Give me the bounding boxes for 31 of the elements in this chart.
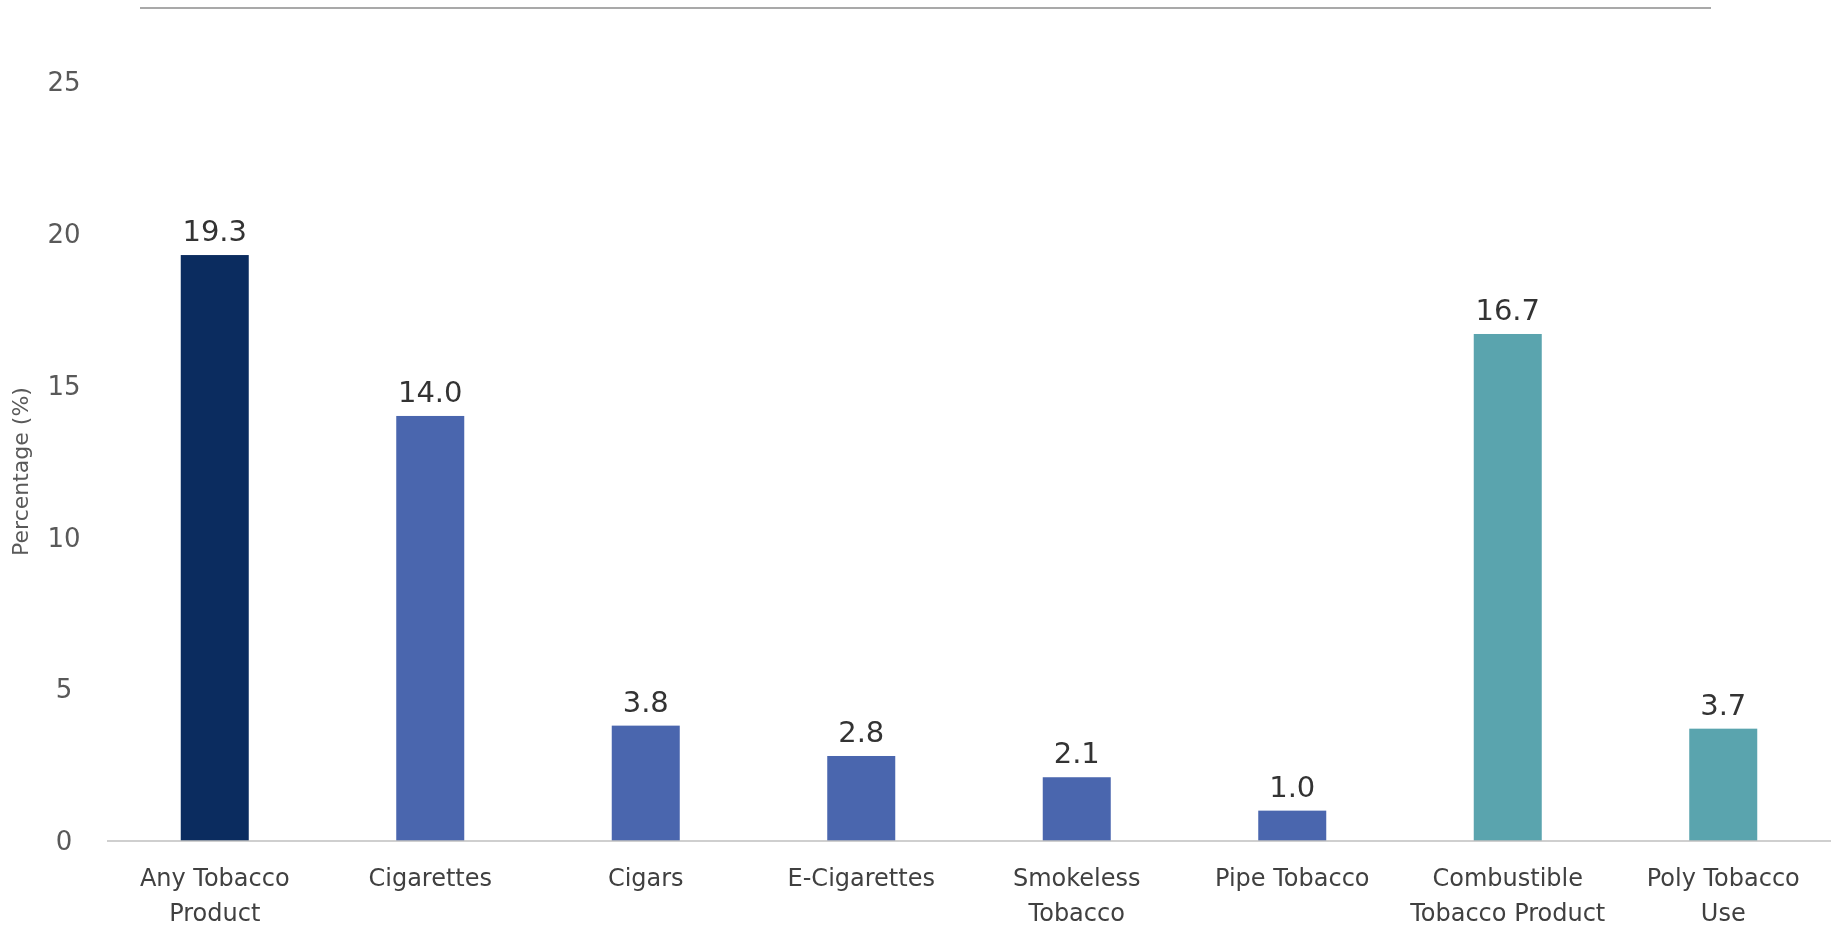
x-tick-label: Smokeless Tobacco xyxy=(1012,864,1141,927)
bar xyxy=(1473,333,1542,841)
data-label: 19.3 xyxy=(182,214,248,249)
x-tick-label: Pipe Tobacco xyxy=(1214,864,1370,892)
bar xyxy=(396,415,465,841)
x-tick-label: Cigarettes xyxy=(368,864,493,892)
bar xyxy=(1258,810,1327,841)
x-tick-label: Poly Tobacco Use xyxy=(1646,864,1800,927)
x-tick-label: Cigars xyxy=(607,864,684,892)
data-label: 2.8 xyxy=(838,714,885,749)
y-tick-label: 25 xyxy=(47,67,81,98)
bar xyxy=(180,255,249,841)
x-tick-label: E-Cigarettes xyxy=(787,864,935,892)
data-label: 3.7 xyxy=(1700,687,1747,722)
data-label: 3.8 xyxy=(622,684,669,719)
y-tick-label: 15 xyxy=(47,370,81,401)
y-tick-label: 10 xyxy=(47,522,81,553)
data-label: 2.1 xyxy=(1053,736,1100,771)
x-tick-label: Any Tobacco Product xyxy=(139,864,290,927)
bar xyxy=(611,725,680,841)
bar xyxy=(1689,728,1758,841)
y-tick-label: 20 xyxy=(47,218,81,249)
y-tick-label: 5 xyxy=(55,674,73,705)
data-label: 16.7 xyxy=(1475,292,1541,327)
y-axis-title: Percentage (%) xyxy=(8,387,33,556)
x-tick-label: Combustible Tobacco Product xyxy=(1409,864,1606,927)
bar xyxy=(1042,777,1111,841)
bar xyxy=(827,755,896,841)
data-label: 14.0 xyxy=(397,374,463,409)
y-tick-label: 0 xyxy=(55,826,73,857)
data-label: 1.0 xyxy=(1269,769,1316,804)
